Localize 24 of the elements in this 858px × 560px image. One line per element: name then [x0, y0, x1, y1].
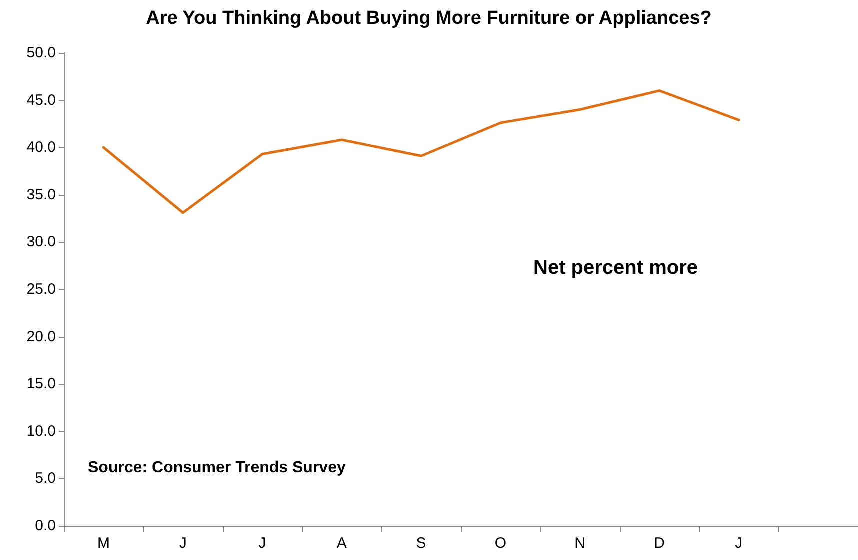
y-tick-label: 20.0 — [26, 328, 56, 346]
y-tick-label: 5.0 — [35, 470, 56, 488]
y-tick-label: 40.0 — [26, 139, 56, 156]
chart-title: Are You Thinking About Buying More Furniture or Appliances? — [146, 8, 712, 29]
x-tick-label: N — [574, 535, 586, 552]
x-tick-label: S — [416, 535, 426, 552]
y-tick-label: 0.0 — [35, 518, 56, 534]
y-tick-label: 15.0 — [26, 376, 56, 393]
y-tick-label: 10.0 — [26, 422, 56, 440]
x-tick-label: J — [179, 535, 187, 552]
line-series — [102, 90, 740, 214]
x-tick-label: D — [654, 535, 666, 552]
x-tick-label: J — [735, 535, 743, 552]
x-tick-label: M — [97, 535, 110, 552]
y-tick-label: 50.0 — [26, 44, 56, 62]
x-tick-label: A — [336, 535, 347, 552]
y-tick-label: 45.0 — [26, 92, 56, 109]
annotation: Net percent more — [534, 257, 698, 279]
annotation: Source: Consumer Trends Survey — [88, 460, 346, 476]
x-tick-label: O — [494, 535, 507, 552]
y-tick-label: 30.0 — [26, 234, 56, 251]
y-tick-label: 25.0 — [26, 281, 56, 298]
y-tick-label: 35.0 — [26, 186, 56, 204]
x-tick-label: J — [258, 535, 266, 552]
